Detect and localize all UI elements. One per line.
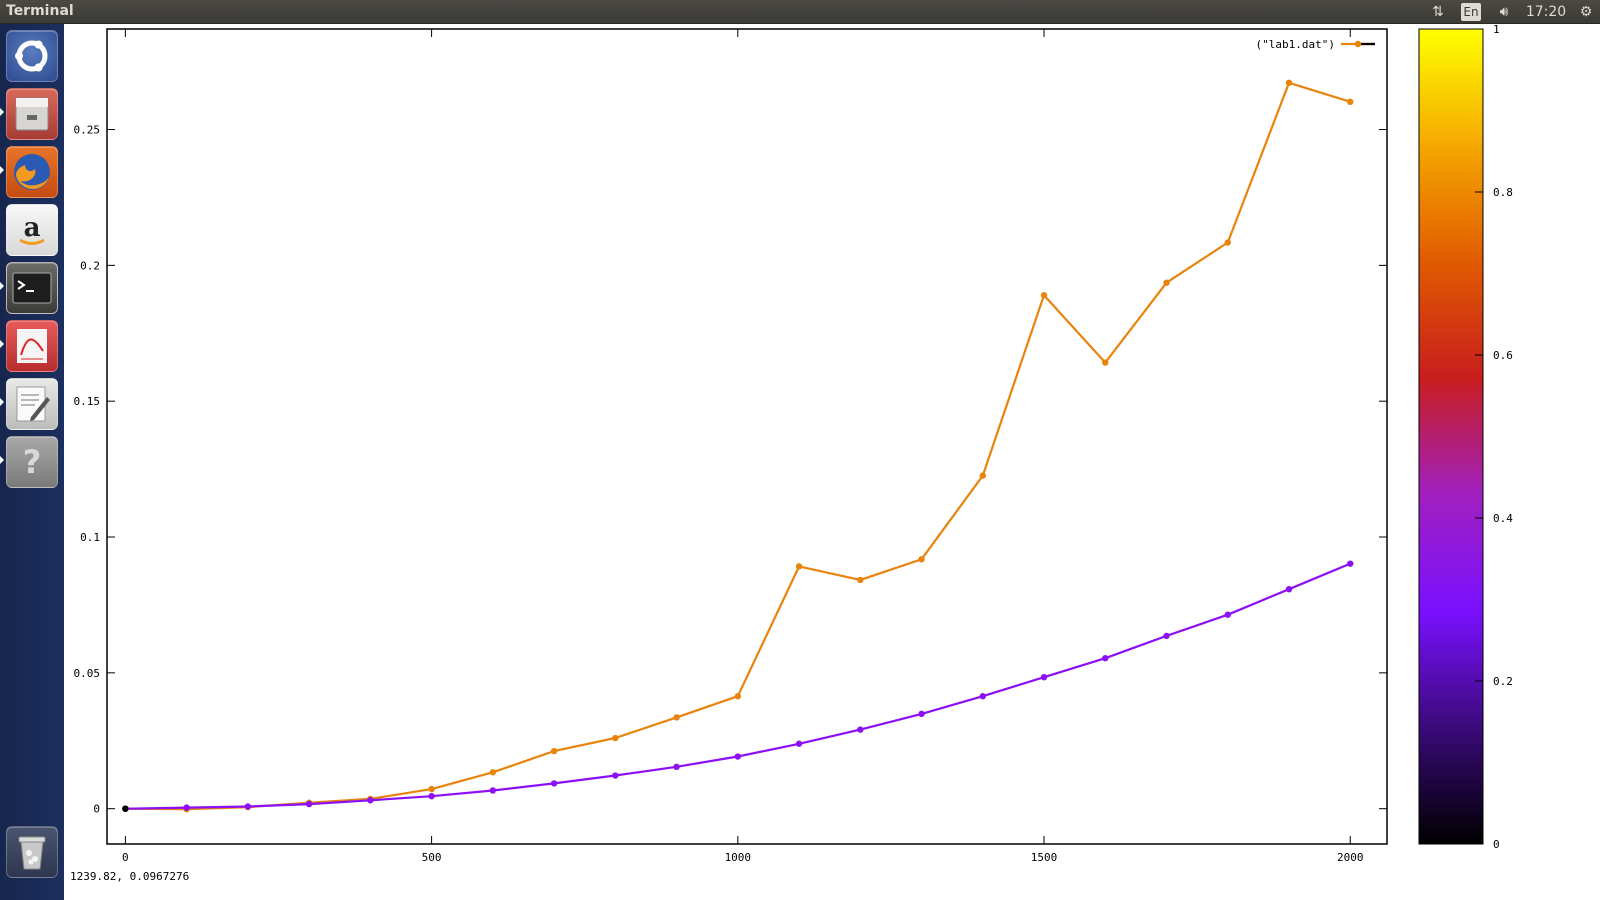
clock[interactable]: 17:20 [1525,4,1567,20]
series-1-point [918,710,925,718]
series-0-point [550,747,558,755]
terminal-icon [12,272,52,304]
launcher-item-terminal[interactable] [6,262,58,314]
x-tick-label: 500 [422,851,442,864]
launcher-item-amazon[interactable]: a [6,204,58,256]
gear-icon[interactable]: ⚙ [1579,4,1593,20]
series-1-point [673,763,680,771]
text-editor-icon [16,386,50,422]
series-1-point [1285,585,1293,593]
launcher-running-indicator [0,340,4,348]
series-1-point [795,740,803,747]
svg-text:a: a [24,213,41,243]
launcher-running-indicator [0,108,4,116]
colorbar-tick-label: 0.2 [1493,675,1513,688]
series-0-point [1163,279,1170,286]
question-mark-icon: ? [23,443,42,481]
series-1-point [1163,632,1170,640]
series-0-point [428,785,435,793]
speaker-icon[interactable]: 🔊︎ [1499,4,1509,20]
window-title: Terminal [6,3,74,19]
series-1-point [550,780,558,787]
launcher-item-document-viewer[interactable] [6,320,58,372]
series-1-point [612,772,619,779]
colorbar-tick-label: 0.4 [1493,512,1513,525]
series-0-point [1285,79,1293,86]
series-0-point [673,714,680,721]
series-0-point [1102,359,1109,366]
launcher-running-indicator [0,282,4,290]
series-1-point [734,753,742,760]
plot-canvas[interactable]: 0 500 1000 1500 2000 0 0.05 0.1 0.15 0.2 0.25 ("lab… [64,24,1600,900]
svg-text:?: ? [23,443,42,481]
series-0-point [918,556,925,563]
series-1-point [857,726,864,733]
series-0-point [612,734,619,742]
ubuntu-logo-icon [15,40,48,72]
series-1-point [979,693,986,700]
y-tick-label: 0.15 [74,395,101,408]
series-1-point [122,805,129,812]
series-line-0 [125,81,1351,811]
network-up-down-icon[interactable]: ⇅ [1432,4,1444,20]
series-0-point [795,563,803,570]
colorbar-tick-label: 0 [1493,838,1500,851]
launcher-running-indicator [0,398,4,406]
launcher-running-indicator [0,456,4,464]
series-1-point [305,800,313,808]
series-0-point [734,693,742,700]
series-1-point [244,803,252,810]
keyboard-layout-indicator[interactable]: En [1461,3,1481,21]
series-0-point [1224,239,1231,246]
series-1-point [1040,673,1048,681]
series-line-1 [125,562,1351,810]
series-1-point [1224,611,1231,618]
launcher-item-ubuntu-dash[interactable] [6,30,58,82]
launcher-item-help[interactable]: ? [6,436,58,488]
x-tick-label: 1000 [725,851,752,864]
trash-icon [18,836,46,870]
y-tick-label: 0.25 [74,124,101,137]
launcher-running-indicator [0,166,4,174]
colorbar [1418,28,1484,845]
pdf-viewer-icon [17,329,47,363]
colorbar-tick-label: 0.6 [1493,349,1513,362]
series-0-point [489,769,497,776]
y-tick-label: 0.2 [80,259,100,272]
series-0-point [979,472,986,479]
series-1-point [183,804,190,811]
amazon-icon: a [19,213,45,245]
launcher-item-trash[interactable] [6,826,58,878]
series-0-point [1040,292,1048,299]
x-tick-label: 2000 [1337,851,1364,864]
series-1-point [428,792,435,800]
legend-point [1354,40,1362,48]
series-1-point [1102,654,1109,662]
top-panel: Terminal ⇅ En 🔊︎ 17:20 ⚙ [0,0,1600,24]
y-tick-label: 0.1 [80,531,100,544]
firefox-icon [14,154,50,190]
series-0-point [1347,98,1354,106]
launcher-item-firefox[interactable] [6,146,58,198]
mouse-coordinates-readout: 1239.82, 0.0967276 [70,870,190,883]
x-tick-label: 0 [122,851,129,864]
colorbar-tick-label: 1 [1493,24,1500,36]
legend-label: ("lab1.dat") [1256,38,1335,51]
series-1-point [489,787,497,794]
filing-cabinet-icon [15,97,49,131]
colorbar-tick-label: 0.8 [1493,186,1513,199]
launcher-item-files[interactable] [6,88,58,140]
launcher-item-text-editor[interactable] [6,378,58,430]
y-tick-label: 0.05 [74,667,101,680]
x-tick-label: 1500 [1031,851,1058,864]
launcher: a ? [0,24,64,900]
y-tick-label: 0 [93,803,100,816]
series-0-point [857,576,864,584]
plot-frame [106,28,1388,845]
gnuplot-window[interactable]: 0 500 1000 1500 2000 0 0.05 0.1 0.15 0.2 0.25 ("lab… [64,24,1600,900]
series-1-point [367,797,374,804]
series-1-point [1347,560,1354,567]
